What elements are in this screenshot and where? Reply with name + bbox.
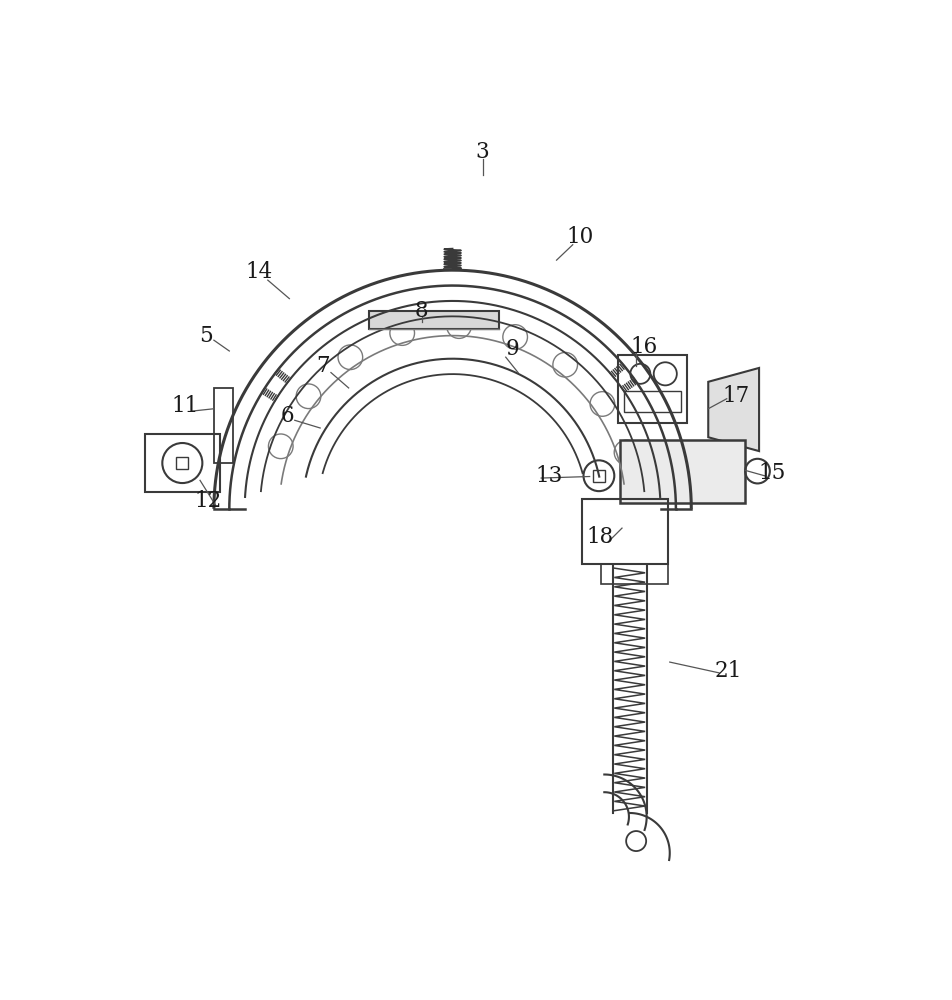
Text: 6: 6	[280, 405, 293, 427]
Text: 13: 13	[535, 465, 562, 487]
Bar	[369, 311, 498, 329]
Bar	[213, 388, 233, 463]
Text: 8: 8	[414, 300, 428, 322]
Text: 18: 18	[586, 526, 613, 548]
Text: 17: 17	[722, 385, 749, 407]
Bar	[620, 440, 744, 503]
Polygon shape	[707, 368, 759, 451]
Text: 16: 16	[629, 336, 657, 358]
Text: 14: 14	[245, 261, 272, 283]
Text: 15: 15	[758, 462, 785, 484]
Bar	[592, 470, 605, 482]
Bar	[145, 434, 220, 492]
Bar	[624, 391, 681, 412]
Bar	[601, 564, 667, 584]
Text: 12: 12	[194, 490, 221, 512]
Text: 21: 21	[714, 660, 742, 682]
Text: 11: 11	[170, 395, 198, 417]
Bar	[618, 355, 686, 423]
Bar	[176, 457, 188, 469]
Text: 7: 7	[316, 355, 329, 377]
Text: 9: 9	[506, 338, 519, 360]
Bar	[582, 499, 667, 564]
Text: 10: 10	[566, 226, 593, 248]
Text: 5: 5	[199, 325, 213, 347]
Text: 3: 3	[475, 141, 489, 163]
